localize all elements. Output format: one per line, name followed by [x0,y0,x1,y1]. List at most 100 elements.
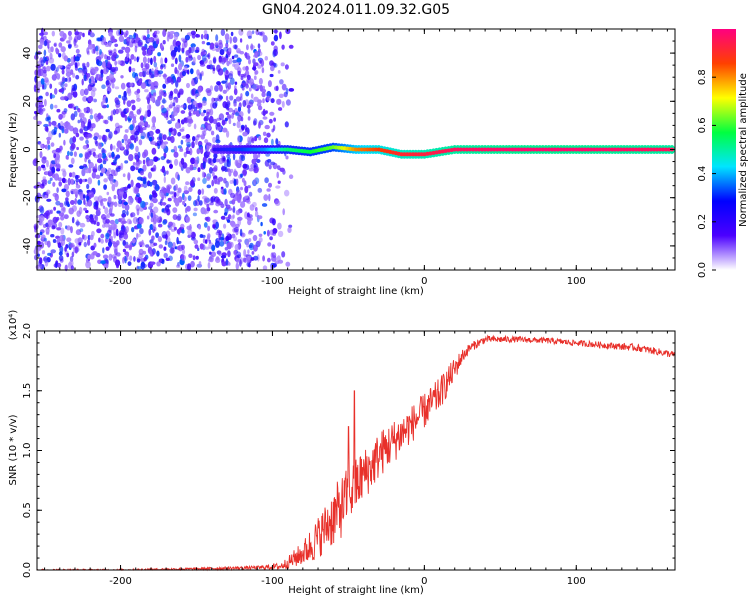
noise-speckle [48,57,55,64]
noise-speckle [150,261,156,265]
noise-speckle [269,236,273,241]
noise-speckle [201,54,207,62]
noise-speckle [115,108,119,115]
noise-speckle [272,252,277,259]
noise-speckle [172,39,177,47]
noise-speckle [124,115,128,122]
colorbar-tick-label: 0.8 [697,69,708,85]
noise-speckle [47,241,50,247]
noise-speckle [268,164,272,170]
noise-speckle [148,159,154,166]
noise-speckle [89,217,95,223]
noise-speckle [191,141,195,149]
noise-speckle [245,82,249,88]
noise-speckle [211,244,216,251]
noise-speckle [257,51,263,57]
noise-speckle [88,43,94,50]
noise-speckle [111,254,117,259]
noise-speckle [270,98,275,104]
noise-speckle [275,185,281,189]
noise-speckle [84,167,91,174]
noise-speckle [163,210,167,214]
noise-speckle [182,161,187,169]
noise-speckle [214,85,219,92]
snr-panel: -200 -100 0 100 0.0 0.5 1.0 1.5 2.0 Height of st… [8,310,676,596]
noise-speckle [62,52,66,60]
noise-speckle [51,129,57,136]
noise-speckle [144,110,148,118]
noise-speckle [91,171,97,179]
noise-speckle [262,116,268,120]
noise-speckle [183,196,187,202]
noise-speckle [64,122,71,127]
noise-speckle [110,35,115,43]
noise-speckle [120,162,124,171]
noise-speckle [253,120,257,126]
noise-speckle [103,263,109,269]
noise-speckle [114,126,121,134]
noise-speckle [219,49,225,56]
noise-speckle [82,194,86,199]
noise-speckle [229,95,234,101]
noise-speckle [244,195,249,199]
noise-speckle [281,251,286,258]
noise-speckle [195,46,200,53]
noise-speckle [76,146,79,151]
noise-speckle [206,54,210,58]
noise-speckle [121,46,126,50]
noise-speckle [70,265,74,271]
noise-speckle [126,36,131,43]
noise-speckle [258,121,261,129]
noise-speckle [134,90,139,95]
noise-speckle [254,50,259,59]
noise-speckle [102,254,109,259]
noise-speckle [109,178,114,185]
noise-speckle [187,195,192,202]
noise-speckle [213,209,219,214]
noise-speckle [190,30,196,36]
noise-speckle [192,46,195,52]
noise-speckle [233,170,238,177]
noise-speckle [105,128,110,133]
noise-speckle [55,200,61,206]
noise-speckle [223,223,227,229]
noise-speckle [136,208,140,216]
noise-speckle [142,49,147,56]
noise-speckle [66,40,71,44]
signal-point [452,147,457,152]
noise-speckle [148,80,152,85]
noise-speckle [84,88,89,96]
noise-speckle [197,189,202,196]
noise-speckle [53,153,57,159]
noise-speckle [92,168,98,173]
noise-speckle [87,234,91,241]
noise-speckle [221,166,227,172]
noise-speckle [232,122,236,127]
noise-speckle [207,258,213,263]
noise-speckle [271,218,276,226]
noise-speckle [79,178,83,185]
noise-speckle [58,221,63,228]
noise-speckle [115,259,121,267]
noise-speckle [212,136,217,144]
noise-speckle [45,171,48,176]
noise-speckle [215,47,220,52]
noise-speckle [47,115,51,123]
noise-speckle [39,231,43,236]
noise-speckle [75,48,80,54]
noise-speckle [175,171,180,179]
noise-speckle [63,128,69,134]
noise-speckle [164,191,167,199]
noise-speckle [224,198,228,207]
noise-speckle [61,188,67,193]
noise-speckle [202,161,206,169]
noise-speckle [207,157,212,164]
spectrogram-frame [36,28,676,271]
noise-speckle [151,147,157,155]
noise-speckle [170,135,175,144]
noise-speckle [34,233,41,239]
noise-speckle [38,108,44,115]
noise-speckle [57,242,62,249]
noise-speckle [174,57,178,65]
noise-speckle [206,89,212,97]
